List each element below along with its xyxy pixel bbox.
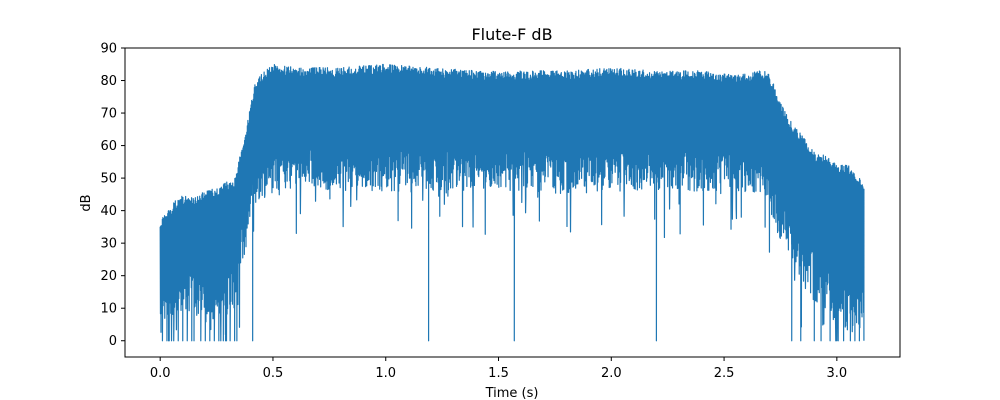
x-tick-label: 2.5 xyxy=(714,366,735,381)
x-tick-label: 1.5 xyxy=(488,366,509,381)
chart-title: Flute-F dB xyxy=(471,25,552,44)
y-tick-label: 20 xyxy=(100,269,117,284)
x-tick-label: 2.0 xyxy=(601,366,622,381)
series-line xyxy=(159,63,865,342)
y-tick-label: 60 xyxy=(100,139,117,154)
x-tick-label: 0.0 xyxy=(150,366,171,381)
x-tick-label: 0.5 xyxy=(263,366,284,381)
y-tick-label: 80 xyxy=(100,74,117,89)
x-tick-label: 3.0 xyxy=(827,366,848,381)
plot-area xyxy=(159,63,865,342)
y-tick-label: 0 xyxy=(109,334,117,349)
x-axis-label: Time (s) xyxy=(485,386,539,400)
y-tick-label: 10 xyxy=(100,302,117,317)
y-tick-label: 40 xyxy=(100,204,117,219)
y-axis: 0 10 20 30 40 50 60 70 80 90 xyxy=(100,42,125,349)
y-tick-label: 30 xyxy=(100,237,117,252)
y-tick-label: 50 xyxy=(100,172,117,187)
x-axis: 0.0 0.5 1.0 1.5 2.0 2.5 3.0 xyxy=(150,357,847,381)
y-tick-label: 70 xyxy=(100,107,117,122)
x-tick-label: 1.0 xyxy=(375,366,396,381)
plot-frame xyxy=(124,47,901,358)
y-axis-label: dB xyxy=(79,194,94,211)
y-tick-label: 90 xyxy=(100,42,117,57)
